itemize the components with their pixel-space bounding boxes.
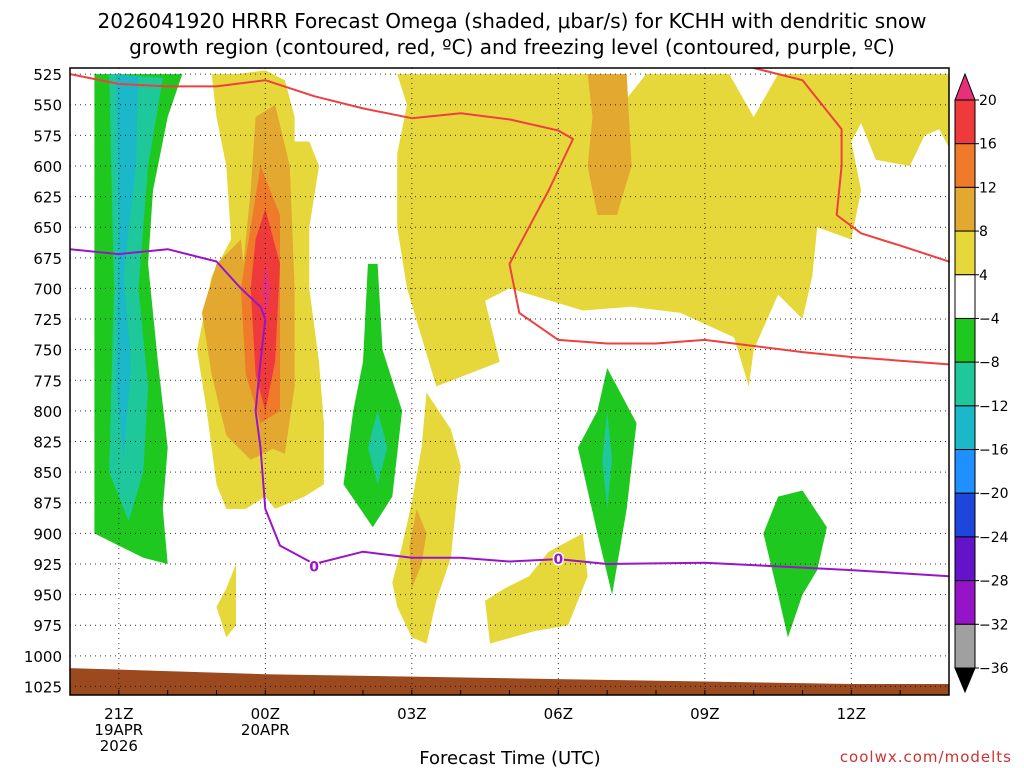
omega-region-16 xyxy=(409,508,427,589)
colorbar-bottom-arrow xyxy=(954,667,976,694)
colorbar-box-3 xyxy=(954,186,976,232)
colorbar-label-5: −4 xyxy=(979,311,1000,327)
surface-fill xyxy=(70,668,949,695)
x-tick-label-4-0: 09Z xyxy=(690,705,719,723)
dendritic-growth-line-2 xyxy=(753,68,949,263)
freezing-level-line xyxy=(70,248,949,578)
x-tick-label-0-0: 21Z xyxy=(104,705,133,723)
y-tick-label-1: 550 xyxy=(33,97,62,115)
colorbar-box-10 xyxy=(954,492,976,538)
colorbar-box-7 xyxy=(954,361,976,407)
dendritic-growth-line xyxy=(70,73,949,366)
omega-regions xyxy=(94,70,949,644)
omega-region-4 xyxy=(367,410,388,485)
credit-text: coolwx.com/modelts xyxy=(840,748,1012,766)
y-tick-label-12: 825 xyxy=(33,434,62,452)
y-tick-label-18: 975 xyxy=(33,617,62,635)
y-tick-label-11: 800 xyxy=(33,403,62,421)
chart-title-line2: growth region (contoured, red, ºC) and f… xyxy=(129,35,895,59)
y-tick-label-16: 925 xyxy=(33,556,62,574)
colorbar-label-12: −32 xyxy=(979,617,1009,633)
chart-title-line1: 2026041920 HRRR Forecast Omega (shaded, … xyxy=(98,9,927,33)
colorbar-box-4 xyxy=(954,230,976,276)
y-tick-label-0: 525 xyxy=(33,66,62,84)
y-tick-label-19: 1000 xyxy=(24,648,62,666)
x-axis-label: Forecast Time (UTC) xyxy=(419,748,600,768)
colorbar-label-1: 16 xyxy=(979,137,997,153)
colorbar-label-10: −24 xyxy=(979,530,1009,546)
y-tick-label-6: 675 xyxy=(33,250,62,268)
colorbar-box-6 xyxy=(954,317,976,363)
y-tick-label-15: 900 xyxy=(33,525,62,543)
x-tick-label-1-1: 20APR xyxy=(241,721,290,739)
x-tick-label-2-0: 03Z xyxy=(397,705,426,723)
freezing-level-label-0: 0 xyxy=(309,559,319,575)
omega-region-11 xyxy=(587,74,632,215)
colorbar-box-1 xyxy=(954,99,976,145)
colorbar-label-2: 12 xyxy=(979,180,997,196)
colorbar-label-3: 8 xyxy=(979,224,988,240)
omega-region-13 xyxy=(485,533,588,644)
colorbar-box-13 xyxy=(954,623,976,669)
y-tick-label-2: 575 xyxy=(33,127,62,145)
omega-region-6 xyxy=(602,410,613,509)
y-tick-label-5: 650 xyxy=(33,219,62,237)
colorbar-top-arrow xyxy=(954,72,976,101)
x-tick-label-0-1: 19APR xyxy=(94,721,143,739)
y-tick-label-17: 950 xyxy=(33,587,62,605)
colorbar-label-7: −12 xyxy=(979,399,1009,415)
y-tick-label-9: 750 xyxy=(33,342,62,360)
x-tick-label-0-2: 2026 xyxy=(100,737,138,755)
y-tick-label-14: 875 xyxy=(33,495,62,513)
freezing-level-label-1: 0 xyxy=(553,552,563,568)
y-tick-label-3: 600 xyxy=(33,158,62,176)
y-tick-label-13: 850 xyxy=(33,464,62,482)
surface-layer xyxy=(70,668,949,695)
colorbar-label-6: −8 xyxy=(979,355,1000,371)
plot-frame xyxy=(69,67,950,696)
colorbar-label-13: −36 xyxy=(979,661,1009,677)
colorbar-label-8: −16 xyxy=(979,443,1009,459)
colorbar: 20 16 12 8 4 −4 −8 −12 −16 −20 −24 −28 −32 −36 xyxy=(954,72,1009,694)
colorbar-label-9: −20 xyxy=(979,486,1009,502)
colorbar-box-5 xyxy=(954,274,976,319)
omega-region-19 xyxy=(262,263,271,326)
x-tick-label-1-0: 00Z xyxy=(251,705,280,723)
omega-region-3 xyxy=(343,263,403,528)
y-tick-label-8: 725 xyxy=(33,311,62,329)
omega-region-10 xyxy=(397,74,949,387)
colorbar-box-11 xyxy=(954,536,976,582)
colorbar-box-12 xyxy=(954,580,976,625)
y-tick-label-10: 775 xyxy=(33,372,62,390)
omega-region-2 xyxy=(116,74,139,460)
colorbar-label-4: 4 xyxy=(979,268,988,284)
x-tick-label-5-0: 12Z xyxy=(837,705,866,723)
x-tick-label-3-0: 06Z xyxy=(544,705,573,723)
omega-region-12 xyxy=(392,392,461,644)
colorbar-label-11: −28 xyxy=(979,574,1009,590)
y-axis: 525 550 575 600 625 650 675 700 725 750 775 800 825 8… xyxy=(24,66,62,696)
colorbar-box-9 xyxy=(954,449,976,494)
y-tick-label-7: 700 xyxy=(33,280,62,298)
y-tick-label-4: 625 xyxy=(33,189,62,207)
colorbar-box-8 xyxy=(954,405,976,451)
colorbar-box-2 xyxy=(954,143,976,188)
y-tick-label-20: 1025 xyxy=(24,678,62,696)
colorbar-label-0: 20 xyxy=(979,93,997,109)
omega-region-9 xyxy=(216,564,236,638)
